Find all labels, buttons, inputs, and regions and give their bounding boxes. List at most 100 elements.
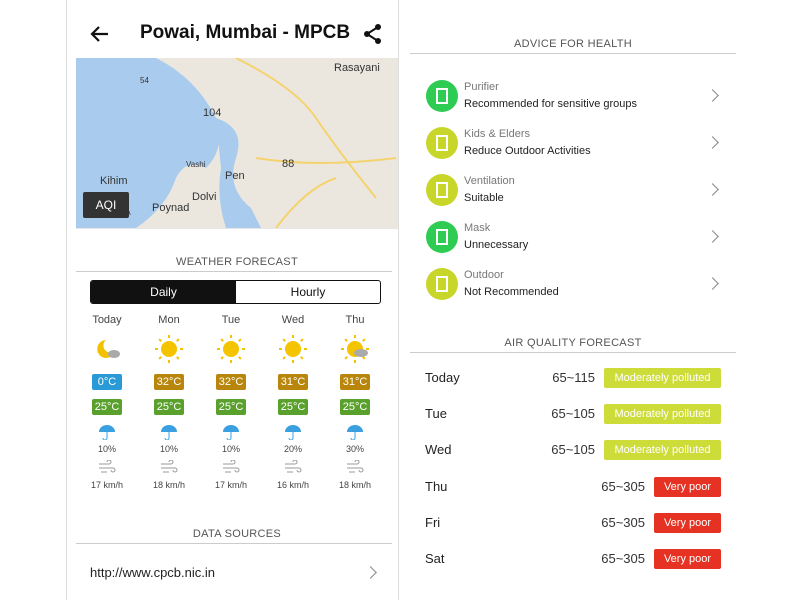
forecast-range: 65~115: [552, 370, 595, 385]
forecast-range: 65~105: [551, 442, 595, 458]
day-label: Wed: [281, 314, 305, 326]
weather-icon: [92, 334, 122, 364]
tabs: Daily Hourly: [90, 280, 381, 304]
share-button[interactable]: [362, 23, 384, 45]
wind-icon: [222, 459, 240, 479]
chevron: [706, 89, 719, 102]
day-label: Thu: [345, 314, 365, 326]
forecast-range: 65~305: [601, 551, 645, 566]
forecast-day: Wed: [425, 442, 452, 458]
map-label: 104: [203, 107, 222, 119]
tab-hourly[interactable]: Hourly: [290, 285, 326, 299]
advice-icon: [426, 174, 458, 206]
forecast-range: 65~105: [551, 406, 595, 422]
map-label: 166A: [112, 208, 131, 217]
forecast-day: Tue: [425, 406, 447, 422]
map: [76, 58, 398, 228]
map-label: 54: [140, 76, 149, 85]
advice-name: Purifier: [464, 81, 499, 93]
tab-daily[interactable]: Daily: [91, 281, 236, 303]
low-temp: 25°C: [92, 399, 122, 415]
high-temp: 32°C: [154, 374, 184, 390]
forecast-day: Fri: [425, 514, 441, 530]
day-label: Tue: [221, 314, 241, 326]
advice-text: Suitable: [464, 192, 504, 204]
map-label: 88: [282, 158, 295, 170]
forecast-status: Moderately polluted: [604, 440, 721, 461]
day-label: Today: [92, 314, 122, 326]
advice-text: Reduce Outdoor Activities: [464, 145, 591, 157]
low-temp: 25°C: [216, 399, 246, 415]
back-button[interactable]: [90, 24, 110, 44]
advice-name: Ventilation: [464, 175, 515, 187]
divider: [66, 0, 67, 600]
wind-speed: 16 km/h: [276, 480, 309, 490]
advice-icon: [426, 268, 458, 300]
weather-icon: [278, 334, 308, 364]
forecast-range: 65~305: [601, 478, 645, 494]
weather-icon: [154, 334, 184, 364]
divider: [398, 0, 399, 600]
forecast-range: 65~305: [601, 514, 645, 530]
wind-speed: 18 km/h: [152, 480, 185, 490]
rain-icon: [284, 424, 302, 445]
advice-icon: [426, 80, 458, 112]
rain-icon: [160, 424, 178, 445]
high-temp: 31°C: [278, 374, 308, 390]
rain-chance: 10%: [221, 444, 240, 454]
advice-text: Not Recommended: [464, 286, 559, 298]
low-temp: 25°C: [340, 399, 370, 415]
high-temp: 0°C: [92, 374, 122, 390]
rain-chance: 10%: [97, 444, 116, 454]
chevron: [706, 277, 719, 290]
rain-icon: [98, 424, 116, 445]
rain-chance: 20%: [283, 444, 302, 454]
forecast-day: Today: [425, 370, 460, 385]
map-label: Kihim: [100, 175, 128, 187]
advice-text: Recommended for sensitive groups: [464, 98, 638, 110]
advice-text: Unnecessary: [464, 239, 529, 251]
weather-icon: [216, 334, 246, 364]
title: Powai, Mumbai - MPCB: [140, 22, 351, 43]
wind-speed: 17 km/h: [90, 480, 123, 490]
forecast-status: Very poor: [654, 476, 721, 497]
forecast-status: Very poor: [654, 549, 721, 569]
rain-chance: 30%: [345, 444, 364, 454]
forecast-status: Moderately polluted: [604, 368, 721, 388]
low-temp: 25°C: [154, 399, 184, 415]
advice-name: Kids & Elders: [464, 128, 531, 140]
wind-speed: 18 km/h: [338, 480, 371, 490]
wind-icon: [284, 459, 302, 479]
low-temp: 25°C: [278, 399, 308, 415]
day-label: Mon: [158, 314, 180, 326]
advice-name: Outdoor: [464, 269, 504, 281]
high-temp: 31°C: [340, 374, 370, 390]
map-label: Dolvi: [192, 191, 217, 203]
chevron: [706, 183, 719, 196]
wind-icon: [98, 459, 116, 479]
wind-icon: [346, 459, 364, 479]
section-title: WEATHER FORECAST: [176, 256, 298, 268]
weather-icon: [340, 334, 370, 364]
wind-speed: 17 km/h: [214, 480, 247, 490]
section-title: DATA SOURCES: [192, 528, 282, 540]
advice-name: Mask: [464, 222, 491, 234]
forecast-day: Thu: [425, 478, 448, 494]
chevron: [706, 136, 719, 149]
high-temp: 32°C: [216, 374, 246, 390]
wind-icon: [160, 459, 178, 479]
rain-icon: [346, 424, 364, 445]
rain-chance: 10%: [159, 444, 178, 454]
map-label: Rasayani: [334, 62, 380, 74]
chevron: [706, 230, 719, 243]
rain-icon: [222, 424, 240, 445]
forecast-day: Sat: [425, 551, 445, 566]
map-label: Vashi: [186, 160, 206, 169]
advice-icon: [426, 221, 458, 253]
map-label: Pen: [225, 170, 245, 182]
aqi-button[interactable]: AQI: [83, 192, 129, 218]
forecast-status: Very poor: [654, 512, 721, 533]
source-url[interactable]: http://www.cpcb.nic.in: [90, 565, 215, 580]
section-title: AIR QUALITY FORECAST: [504, 337, 642, 349]
